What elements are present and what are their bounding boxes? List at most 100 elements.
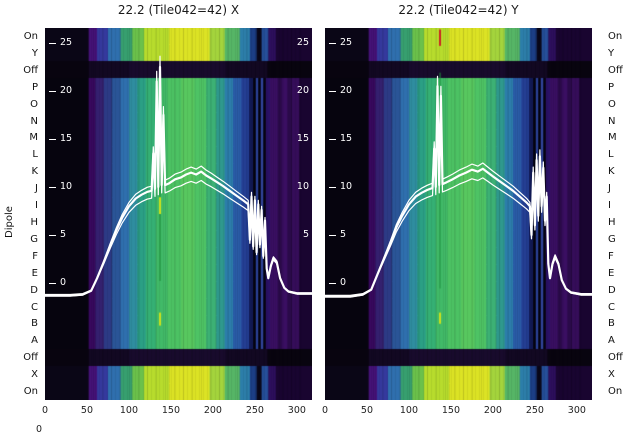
dipole-row-label: Y [608,47,615,59]
tick-value: 25 [340,37,353,48]
heatmap-panel-x: 25 20 15 10 5 0 25 20 15 10 5 [45,28,312,400]
tick-value: 10 [340,181,353,192]
tick-dash [49,90,56,92]
dipole-row-label: L [608,149,614,161]
value-tick-label: 10 [329,181,352,193]
dipole-row-label: X [608,369,615,381]
tick-dash [329,282,336,284]
dipole-row-label: F [32,250,38,262]
dipole-row-label: C [608,301,615,313]
dipole-row-label: M [608,132,617,144]
dipole-row-label: J [35,183,38,195]
dipole-row-label: D [30,284,38,296]
value-tick-label: 5 [49,229,66,241]
panel-title-y: 22.2 (Tile042=42) Y [398,3,519,17]
dipole-row-label: Off [23,352,38,364]
dipole-row-label: On [608,30,623,42]
value-tick-label: 0 [329,277,346,289]
dipole-row-label: M [29,132,38,144]
dipole-row-label: Off [23,64,38,76]
dipole-row-label: J [608,183,611,195]
tick-value: 5 [340,229,347,240]
dipole-row-label: A [31,335,38,347]
x-tick-label: 150 [161,405,180,416]
panel-title-x: 22.2 (Tile042=42) X [117,3,240,17]
value-tick-label: 15 [49,133,72,145]
x-tick-label: 250 [245,405,264,416]
dipole-row-label: X [31,369,38,381]
value-tick-label-right: 10 [296,181,309,192]
tick-dash [49,234,56,236]
dipole-row-label: On [23,30,38,42]
value-tick-label: 20 [49,85,72,97]
dipole-row-label: B [31,318,38,330]
dipole-row-label: O [608,98,616,110]
dipole-row-label: H [608,216,616,228]
tick-dash [49,186,56,188]
value-tick-label: 0 [49,277,66,289]
value-tick-label: 25 [49,37,72,49]
dipole-row-label: E [608,267,615,279]
value-tick-label-right: 15 [296,133,309,144]
dipole-row-label: F [608,250,614,262]
dipole-row-label: B [608,318,615,330]
dipole-row-label: H [30,216,38,228]
x-tick-label: 50 [360,405,374,416]
dipole-row-label: K [31,166,38,178]
tick-value: 15 [60,133,73,144]
dipole-row-label: Off [608,64,623,76]
tick-dash [49,42,56,44]
value-tick-label: 10 [49,181,72,193]
dipole-row-label: E [31,267,38,279]
dipole-row-label: G [30,233,38,245]
x-tick-label: 200 [203,405,222,416]
dipole-row-label: G [608,233,616,245]
tick-dash [329,186,336,188]
tick-value: 5 [60,229,67,240]
dipole-row-label: O [30,98,38,110]
heatmap-canvas [45,28,312,400]
dipole-row-label: L [32,149,38,161]
tick-value: 0 [340,277,347,288]
value-tick-label-right: 25 [296,37,309,48]
value-tick-label: 15 [329,133,352,145]
value-tick-label: 5 [329,229,346,241]
dipole-row-label: N [608,115,616,127]
value-tick-label-right: 20 [296,85,309,96]
power-curve [325,75,592,298]
tick-dash [49,282,56,284]
x-tick-label: 0 [41,405,49,416]
value-tick-label: 20 [329,85,352,97]
power-curve [45,55,312,297]
x-tick-label: 100 [399,405,419,416]
dipole-row-label: P [608,81,615,93]
dipole-row-label: P [31,81,38,93]
x-tick-label: 250 [525,405,544,416]
tick-dash [329,138,336,140]
dipole-row-label: On [23,386,38,398]
x-tick-label: 100 [119,405,139,416]
tick-dash [329,234,336,236]
dipole-row-label: I [35,200,38,212]
dipole-row-label: C [31,301,38,313]
x-tick-label: 200 [483,405,502,416]
tick-value: 10 [60,181,73,192]
tick-value: 20 [340,85,353,96]
value-tick-label-right: 5 [302,229,309,240]
tick-value: 15 [340,133,353,144]
tick-dash [329,42,336,44]
stray-zero-label: 0 [36,424,43,435]
x-tick-label: 300 [287,405,306,416]
dipole-row-label: I [608,200,611,212]
tick-value: 20 [60,85,73,96]
dipole-row-label: D [608,284,616,296]
dipole-row-label: On [608,386,623,398]
x-tick-label: 50 [80,405,94,416]
tick-dash [329,90,336,92]
x-tick-label: 0 [321,405,329,416]
x-tick-label: 300 [567,405,586,416]
tick-value: 0 [60,277,67,288]
dipole-row-label: K [608,166,615,178]
heatmap-panel-y: 25 20 15 10 5 0 [325,28,592,400]
